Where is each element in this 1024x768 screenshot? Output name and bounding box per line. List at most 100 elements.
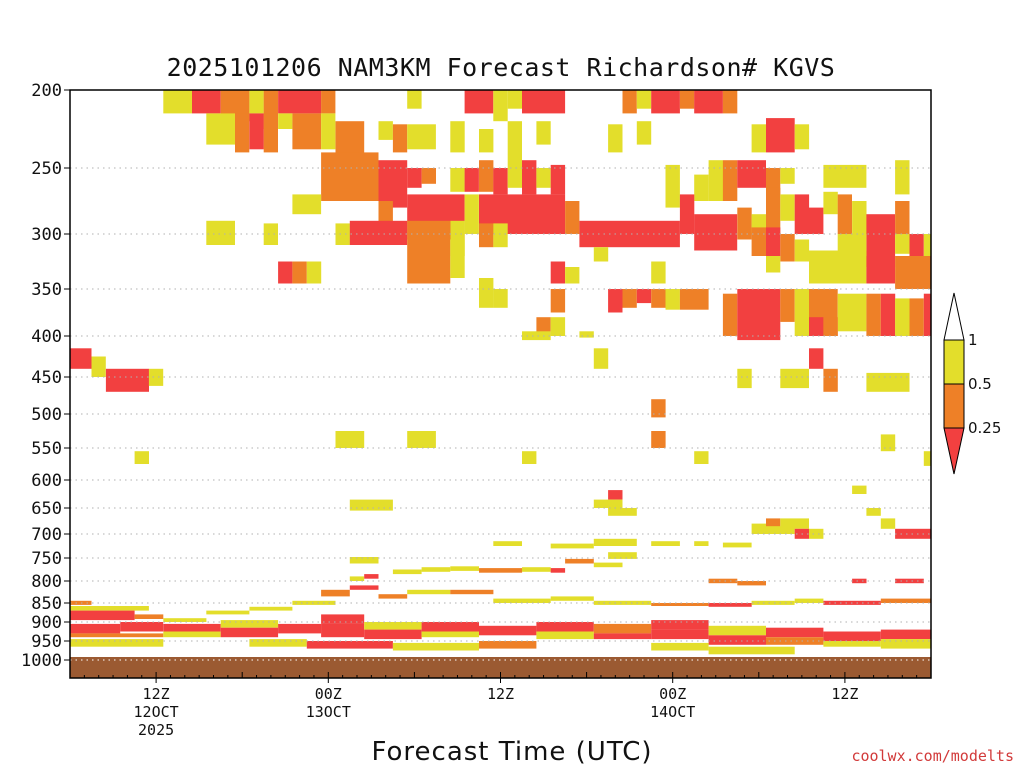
ri-cell-104 (550, 261, 566, 284)
ri-cell-70 (794, 194, 810, 234)
ri-cell-140 (823, 368, 838, 392)
ri-cell-88 (751, 227, 766, 256)
ri-cell-68 (766, 187, 781, 234)
colorbar-legend: 1 0.5 0.25 (943, 292, 1001, 475)
ri-cell-9 (493, 90, 508, 122)
ri-cell-131 (522, 331, 551, 341)
ri-cell-151 (923, 451, 931, 466)
ri-cell-157 (866, 508, 881, 516)
ri-cell-155 (593, 499, 623, 508)
ri-cell-200 (450, 589, 494, 595)
ri-cell-60 (464, 194, 479, 234)
y-tick-label-550: 550 (31, 439, 62, 459)
ri-cell-37 (794, 124, 810, 150)
ri-cell-41 (421, 168, 436, 184)
ri-cell-191 (134, 614, 164, 619)
ri-cell-215 (220, 620, 279, 628)
ri-cell-128 (550, 317, 566, 336)
ri-cell-111 (622, 289, 637, 308)
ri-cell-229 (651, 620, 709, 630)
ri-cell-14 (651, 90, 680, 114)
ri-cell-98 (866, 256, 896, 284)
ri-cell-172 (349, 557, 379, 564)
ri-cell-165 (809, 528, 824, 539)
ri-cell-74 (852, 201, 867, 234)
ri-cell-190 (70, 610, 135, 621)
ri-cell-57 (823, 164, 867, 188)
x-tick-label-0-2: 2025 (138, 721, 174, 739)
ri-cell-135 (105, 368, 149, 392)
ri-cell-114 (665, 289, 680, 310)
ri-cell-210 (70, 623, 121, 634)
ri-cell-150 (694, 451, 709, 464)
ri-cell-47 (522, 160, 537, 195)
ri-cell-146 (407, 431, 436, 448)
ri-cell-122 (866, 293, 881, 336)
ri-cell-199 (407, 589, 451, 595)
ri-cell-97 (809, 250, 867, 284)
richardson-cells (70, 90, 931, 655)
ri-cell-81 (335, 223, 350, 245)
ri-cell-241 (306, 641, 393, 649)
ri-cell-43 (464, 168, 479, 192)
ri-cell-107 (479, 278, 494, 308)
ri-cell-159 (780, 518, 809, 529)
ri-cell-201 (493, 598, 551, 603)
ri-cell-7 (407, 90, 422, 109)
ri-cell-203 (593, 600, 652, 605)
ri-cell-35 (751, 124, 766, 153)
ri-cell-237 (880, 629, 931, 640)
site-credit: coolwx.com/modelts (851, 747, 1014, 765)
y-tick-label-400: 400 (31, 327, 62, 347)
ri-cell-123 (880, 293, 896, 336)
ri-cell-163 (766, 526, 795, 534)
ri-cell-11 (522, 90, 566, 114)
ri-cell-147 (880, 434, 896, 452)
ri-cell-239 (70, 639, 164, 647)
ri-cell-95 (923, 234, 931, 256)
ri-cell-124 (895, 298, 910, 336)
ri-cell-136 (148, 368, 164, 386)
colorbar-label-1: 1 (968, 331, 978, 349)
ri-cell-86 (407, 220, 451, 284)
y-tick-label-950: 950 (31, 632, 62, 652)
ri-cell-134 (91, 356, 106, 377)
ri-cell-153 (608, 490, 623, 500)
ri-cell-170 (651, 541, 680, 546)
x-tick-label-1-0: 00Z (315, 685, 342, 703)
y-tick-label-800: 800 (31, 572, 62, 592)
ri-cell-44 (479, 160, 494, 192)
ri-cell-38 (321, 152, 379, 201)
y-tick-label-500: 500 (31, 405, 62, 425)
ri-cell-242 (392, 642, 479, 651)
ri-cell-236 (823, 641, 881, 647)
ri-cell-33 (608, 124, 623, 153)
ri-cell-245 (708, 646, 795, 655)
ri-cell-10 (507, 90, 522, 109)
ri-cell-139 (780, 368, 809, 389)
ri-cell-177 (421, 567, 451, 572)
ri-cell-20 (249, 113, 264, 150)
ri-cell-189 (70, 606, 149, 611)
ri-cell-214 (163, 631, 221, 638)
ri-cell-195 (292, 600, 336, 605)
ri-cell-149 (522, 451, 537, 464)
y-tick-label-350: 350 (31, 280, 62, 300)
ri-cell-232 (708, 635, 766, 645)
ri-cell-142 (809, 348, 824, 369)
y-tick-label-200: 200 (31, 81, 62, 101)
ri-cell-224 (479, 625, 537, 636)
ri-cell-180 (522, 567, 551, 572)
ri-cell-144 (651, 431, 666, 448)
ri-cell-244 (651, 642, 709, 651)
ri-cell-0 (163, 90, 192, 114)
ri-cell-188 (70, 600, 92, 605)
ri-cell-132 (579, 331, 594, 338)
ri-cell-26 (378, 121, 393, 140)
ri-cell-176 (392, 569, 422, 575)
ri-cell-91 (794, 239, 810, 262)
ri-cell-109 (550, 289, 566, 313)
ri-cell-133 (70, 348, 92, 369)
ri-cell-143 (651, 399, 666, 418)
